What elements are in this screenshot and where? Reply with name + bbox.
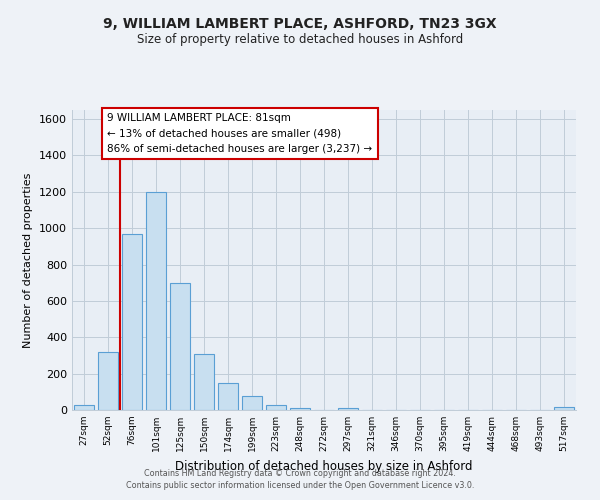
Bar (242, 396, 262, 410)
Bar (74, 404, 94, 410)
Text: Contains HM Land Registry data © Crown copyright and database right 2024.: Contains HM Land Registry data © Crown c… (144, 468, 456, 477)
Bar (290, 408, 310, 410)
Text: 9, WILLIAM LAMBERT PLACE, ASHFORD, TN23 3GX: 9, WILLIAM LAMBERT PLACE, ASHFORD, TN23 … (103, 18, 497, 32)
Bar (218, 382, 238, 410)
Bar (338, 408, 358, 410)
Y-axis label: Number of detached properties: Number of detached properties (23, 172, 34, 348)
Bar (170, 282, 190, 410)
Bar (146, 192, 166, 410)
Bar (194, 354, 214, 410)
Bar (266, 404, 286, 410)
Bar (554, 408, 574, 410)
Text: Size of property relative to detached houses in Ashford: Size of property relative to detached ho… (137, 32, 463, 46)
Text: 9 WILLIAM LAMBERT PLACE: 81sqm
← 13% of detached houses are smaller (498)
86% of: 9 WILLIAM LAMBERT PLACE: 81sqm ← 13% of … (107, 113, 373, 154)
X-axis label: Distribution of detached houses by size in Ashford: Distribution of detached houses by size … (175, 460, 473, 472)
Bar (122, 234, 142, 410)
Text: Contains public sector information licensed under the Open Government Licence v3: Contains public sector information licen… (126, 481, 474, 490)
Bar (98, 352, 118, 410)
